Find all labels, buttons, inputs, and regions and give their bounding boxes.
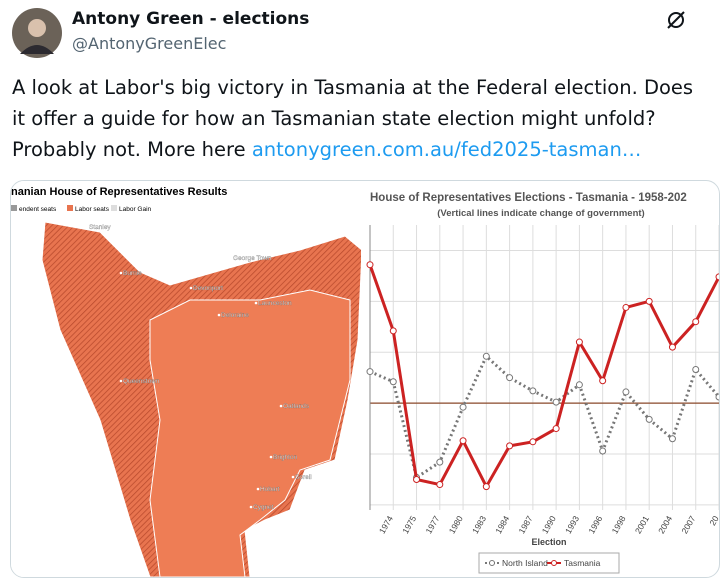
x-axis-label: Election [531, 537, 566, 547]
point [389, 327, 397, 335]
point [436, 458, 444, 466]
point [575, 338, 583, 346]
tweet-text: A look at Labor's big victory in Tasmani… [12, 72, 712, 165]
point [482, 352, 490, 360]
x-tick-label: 1998 [610, 514, 628, 536]
x-tick-label: 1993 [563, 514, 581, 536]
map-title: nanian House of Representatives Results [11, 186, 227, 198]
x-tick-label: 1983 [470, 514, 488, 536]
point [645, 297, 653, 305]
place-dot [279, 404, 283, 408]
place-dot [119, 379, 123, 383]
place-label: Stanley [89, 224, 111, 231]
legend-label: Labor seats [75, 206, 110, 213]
point [575, 381, 583, 389]
place-dot [85, 225, 89, 229]
point [459, 403, 467, 411]
link[interactable]: antonygreen.com.au/fed2025-tasman… [251, 138, 642, 161]
legend-swatch [67, 205, 73, 211]
x-tick-label: 1975 [400, 514, 418, 536]
chart-title: House of Representatives Elections - Tas… [370, 192, 687, 204]
place-dot [249, 505, 253, 509]
x-tick-label: 2004 [656, 514, 674, 536]
point [506, 442, 514, 450]
place-label: Launceston [258, 300, 292, 307]
point [366, 261, 374, 269]
point [436, 481, 444, 489]
x-tick-label: 1980 [447, 514, 465, 536]
place-label: Cygnet [253, 504, 274, 511]
author[interactable]: Antony Green - elections [72, 9, 310, 29]
point [715, 393, 719, 401]
place-dot [189, 286, 193, 290]
legend-marker [489, 560, 495, 566]
legend-label: Labor Gain [119, 206, 152, 213]
x-tick-label: 2007 [679, 514, 697, 536]
place-dot [217, 313, 221, 317]
place-label: Hobart [260, 486, 280, 493]
point [552, 425, 560, 433]
place-dot [254, 301, 258, 305]
legend-swatch [11, 205, 17, 211]
place-label: George Town [233, 255, 272, 262]
x-tick-label: 2001 [633, 514, 651, 536]
map: nanian House of Representatives Results … [11, 181, 361, 577]
media[interactable]: nanian House of Representatives Results … [10, 180, 720, 578]
x-tick-label: 1974 [377, 514, 395, 536]
tasmania-held [149, 289, 351, 577]
x-tick-label: 20 [707, 514, 719, 527]
point [413, 475, 421, 483]
point [645, 415, 653, 423]
legend-swatch [111, 205, 117, 211]
x-tick-label: 1990 [540, 514, 558, 536]
point [622, 303, 630, 311]
x-tick-label: 1977 [423, 514, 441, 536]
point [482, 483, 490, 491]
x-tick-label: 1984 [493, 514, 511, 536]
place-label: Sorell [295, 474, 312, 481]
handle[interactable]: @AntonyGreenElec [72, 34, 227, 53]
place-label: Devonport [193, 285, 223, 292]
point [529, 387, 537, 395]
point [389, 378, 397, 386]
point [692, 318, 700, 326]
series-line [369, 353, 719, 480]
point [599, 377, 607, 385]
place-label: Brighton [273, 454, 298, 461]
avatar[interactable] [12, 8, 62, 58]
point [552, 398, 560, 406]
point [715, 273, 719, 281]
tweet-body: A look at Labor's big victory in Tasmani… [12, 76, 694, 161]
legend-label: Tasmania [564, 558, 601, 568]
place-dot [119, 271, 123, 275]
point [459, 437, 467, 445]
place-label: Oatlands [283, 403, 310, 410]
legend-label: endent seats [19, 206, 57, 213]
point [599, 447, 607, 455]
place-dot [229, 256, 233, 260]
point [668, 435, 676, 443]
point [692, 366, 700, 374]
grok-icon[interactable] [664, 8, 688, 32]
place-dot [269, 455, 273, 459]
place-label: Burnie [123, 270, 142, 277]
legend-marker [551, 560, 557, 566]
legend-label: North Island [502, 558, 548, 568]
chart-subtitle: (Vertical lines indicate change of gover… [437, 208, 644, 219]
point [622, 388, 630, 396]
chart: House of Representatives Elections - Tas… [366, 192, 719, 574]
place-dot [256, 487, 260, 491]
point [506, 374, 514, 382]
place-label: Queenstown [123, 378, 160, 385]
series-line [368, 264, 719, 490]
point [366, 368, 374, 376]
point [529, 438, 537, 446]
place-dot [291, 475, 295, 479]
point [668, 343, 676, 351]
x-tick-label: 1987 [516, 514, 534, 536]
x-tick-label: 1996 [586, 514, 604, 536]
place-label: Deloraine [221, 312, 249, 319]
